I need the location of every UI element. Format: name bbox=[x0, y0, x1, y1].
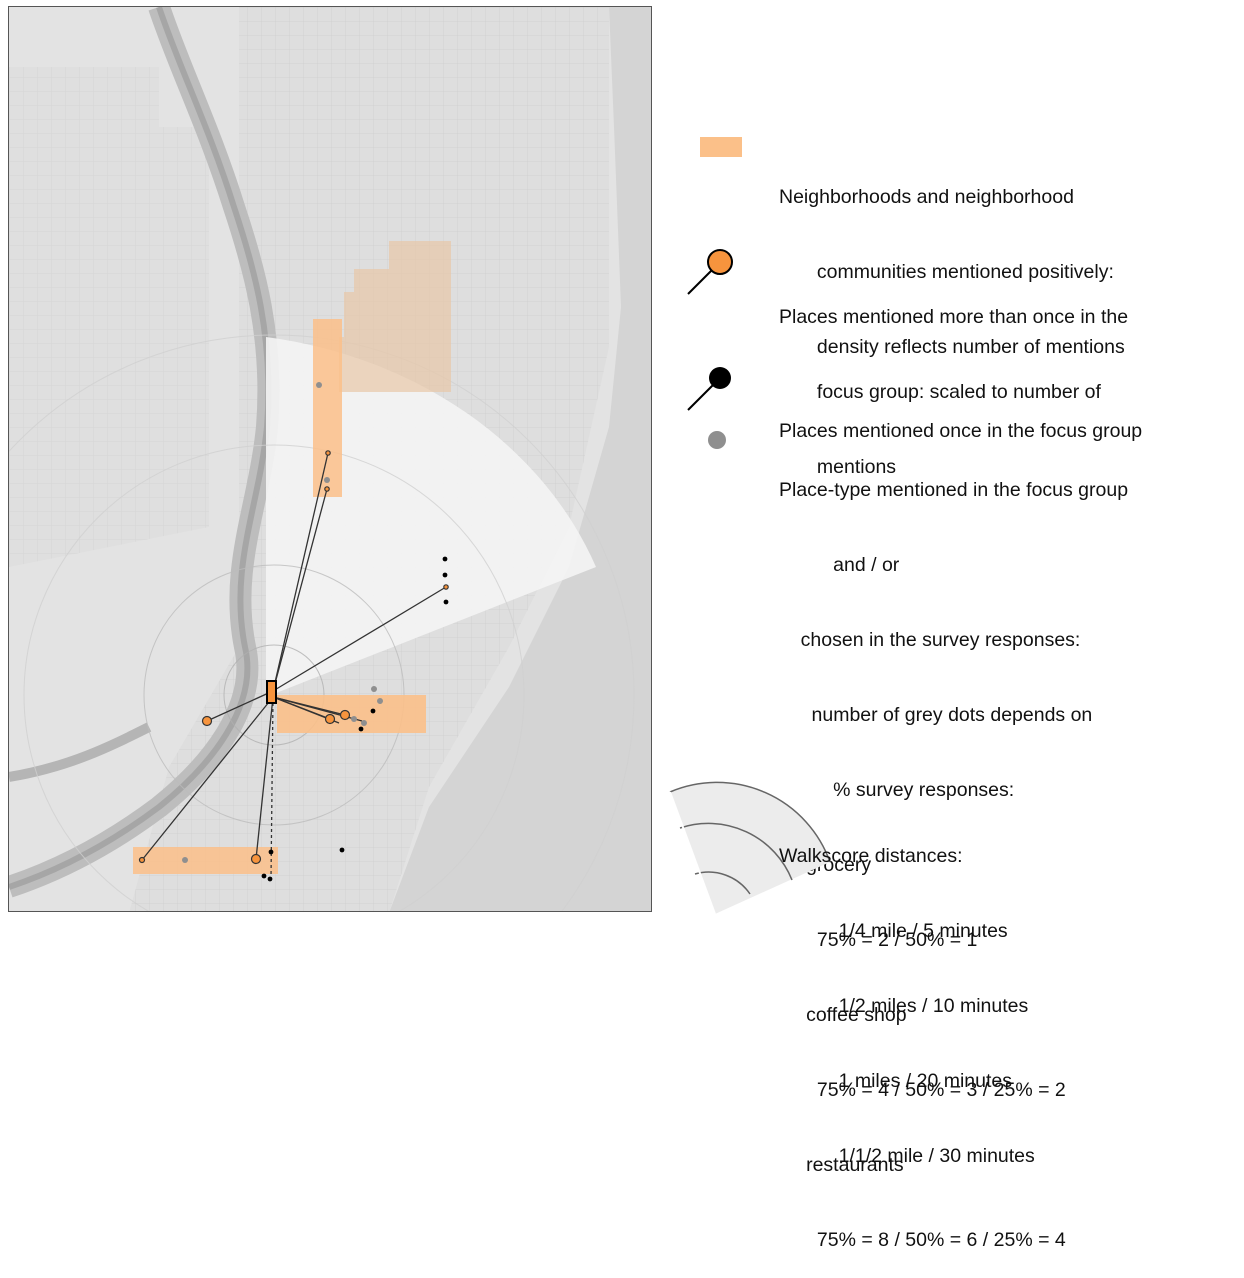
orange-pin-icon bbox=[687, 249, 733, 295]
grey-dot-icon bbox=[708, 431, 726, 449]
legend-neighborhoods: Neighborhoods and neighborhood communiti… bbox=[779, 186, 1125, 358]
map-aerial-base bbox=[9, 7, 651, 911]
walkscore-arcs-icon bbox=[669, 781, 831, 915]
walkscore-radius-rings bbox=[266, 337, 596, 697]
neighborhood-downtown bbox=[277, 695, 426, 733]
west-city-grid bbox=[9, 67, 209, 567]
legend-places-multi: Places mentioned more than once in the f… bbox=[779, 306, 1129, 478]
orange-place-markers bbox=[138, 450, 449, 865]
legend-walkscore: Walkscore distances: 1/4 mile / 5 minute… bbox=[779, 845, 1035, 1167]
map-panel bbox=[8, 6, 652, 912]
grey-place-type-dots bbox=[182, 382, 383, 863]
neighborhood-corridor bbox=[313, 319, 342, 497]
central-hub-marker bbox=[266, 680, 277, 704]
black-place-markers bbox=[261, 556, 449, 882]
lake bbox=[389, 7, 651, 911]
neighborhood-north bbox=[339, 241, 451, 392]
legend-places-once: Places mentioned once in the focus group bbox=[779, 420, 1143, 442]
black-pin-icon bbox=[687, 367, 731, 411]
orange-rectangle-swatch bbox=[700, 137, 742, 157]
